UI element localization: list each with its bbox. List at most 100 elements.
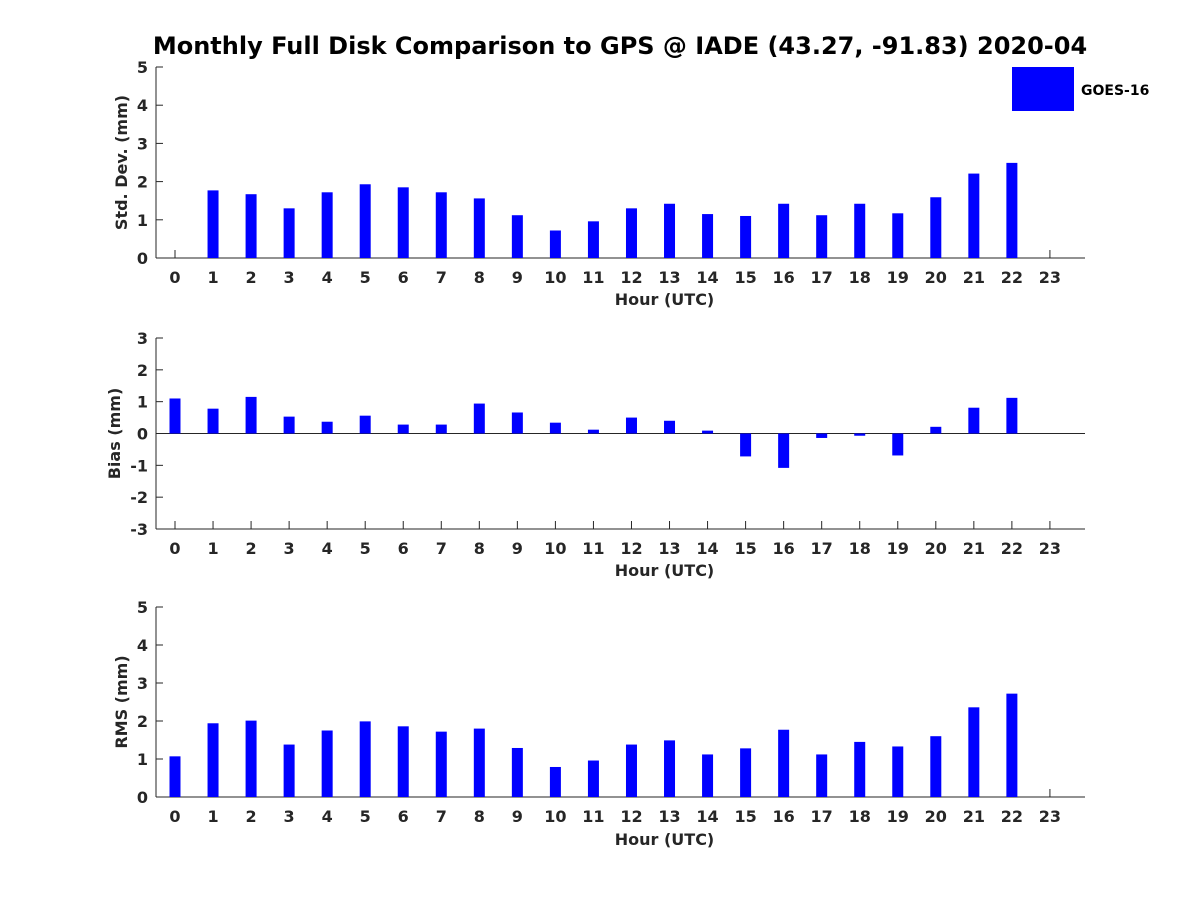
x-tick-label: 9	[512, 539, 523, 558]
bar	[664, 740, 676, 797]
legend-swatch	[1012, 67, 1074, 111]
y-tick-label: 2	[137, 712, 148, 731]
x-tick-label: 1	[207, 539, 218, 558]
x-tick-label: 4	[322, 268, 333, 287]
bar	[207, 723, 219, 797]
x-tick-label: 19	[887, 807, 909, 826]
x-tick-label: 18	[849, 539, 871, 558]
bar	[854, 203, 866, 258]
x-tick-label: 11	[582, 268, 604, 287]
x-tick-label: 17	[811, 539, 833, 558]
x-tick-label: 3	[284, 268, 295, 287]
y-tick-label: 3	[137, 134, 148, 153]
bar	[892, 213, 904, 258]
y-axis-label: Std. Dev. (mm)	[112, 95, 131, 230]
y-tick-label: 1	[137, 211, 148, 230]
x-tick-label: 19	[887, 539, 909, 558]
x-tick-label: 0	[169, 807, 180, 826]
bar	[397, 726, 409, 797]
legend-label: GOES-16	[1081, 83, 1149, 99]
y-tick-label: 2	[137, 361, 148, 380]
bar	[930, 426, 942, 434]
x-tick-label: 21	[963, 807, 985, 826]
x-tick-label: 18	[849, 268, 871, 287]
bar	[283, 744, 295, 797]
bar	[587, 429, 599, 434]
y-tick-label: 0	[137, 425, 148, 444]
bar	[473, 198, 485, 258]
x-tick-label: 15	[734, 268, 756, 287]
x-tick-label: 12	[620, 268, 642, 287]
bar	[702, 430, 714, 434]
x-tick-label: 14	[696, 807, 718, 826]
x-tick-label: 9	[512, 268, 523, 287]
bar	[854, 433, 866, 436]
y-tick-label: 4	[137, 636, 148, 655]
x-axis-label: Hour (UTC)	[615, 290, 715, 309]
chart-title: Monthly Full Disk Comparison to GPS @ IA…	[153, 32, 1087, 60]
x-tick-label: 3	[284, 807, 295, 826]
y-tick-label: 1	[137, 750, 148, 769]
bar	[702, 754, 714, 797]
bar	[435, 192, 447, 258]
bar	[892, 433, 904, 456]
x-tick-label: 2	[246, 268, 257, 287]
y-tick-label: -1	[130, 456, 148, 475]
bar	[854, 741, 866, 797]
bar	[587, 760, 599, 797]
bar	[1006, 397, 1018, 434]
bar	[245, 194, 257, 258]
bar	[549, 230, 561, 258]
x-tick-label: 16	[773, 268, 795, 287]
bar	[169, 398, 181, 434]
x-tick-label: 6	[398, 539, 409, 558]
bar	[549, 422, 561, 434]
x-tick-label: 11	[582, 539, 604, 558]
x-tick-label: 1	[207, 807, 218, 826]
y-tick-label: 5	[137, 58, 148, 77]
x-tick-label: 3	[284, 539, 295, 558]
bar	[359, 415, 371, 434]
x-tick-label: 5	[360, 807, 371, 826]
y-axis-label: RMS (mm)	[112, 655, 131, 748]
x-axis-label: Hour (UTC)	[615, 561, 715, 580]
bar	[207, 190, 219, 258]
y-tick-label: 2	[137, 173, 148, 192]
bar	[930, 736, 942, 797]
x-tick-label: 19	[887, 268, 909, 287]
x-tick-label: 13	[658, 268, 680, 287]
x-tick-label: 9	[512, 807, 523, 826]
x-tick-label: 20	[925, 539, 947, 558]
y-tick-label: -3	[130, 520, 148, 539]
bar	[511, 747, 523, 797]
bar	[816, 433, 828, 438]
bar	[778, 729, 790, 797]
x-tick-label: 11	[582, 807, 604, 826]
x-tick-label: 5	[360, 268, 371, 287]
bar	[968, 707, 980, 797]
bar	[664, 420, 676, 434]
bar	[511, 412, 523, 434]
bar	[511, 215, 523, 258]
y-tick-label: 0	[137, 249, 148, 268]
x-tick-label: 8	[474, 268, 485, 287]
bar	[625, 417, 637, 434]
bar	[245, 396, 257, 434]
bar	[245, 720, 257, 797]
x-tick-label: 5	[360, 539, 371, 558]
bar	[816, 215, 828, 258]
bar	[473, 728, 485, 797]
x-tick-label: 0	[169, 539, 180, 558]
x-tick-label: 22	[1001, 807, 1023, 826]
bar	[359, 184, 371, 258]
x-tick-label: 23	[1039, 807, 1061, 826]
x-tick-label: 2	[246, 539, 257, 558]
bar	[740, 433, 752, 457]
x-tick-label: 6	[398, 268, 409, 287]
x-tick-label: 22	[1001, 539, 1023, 558]
chart-legend: GOES-16	[1012, 67, 1149, 111]
